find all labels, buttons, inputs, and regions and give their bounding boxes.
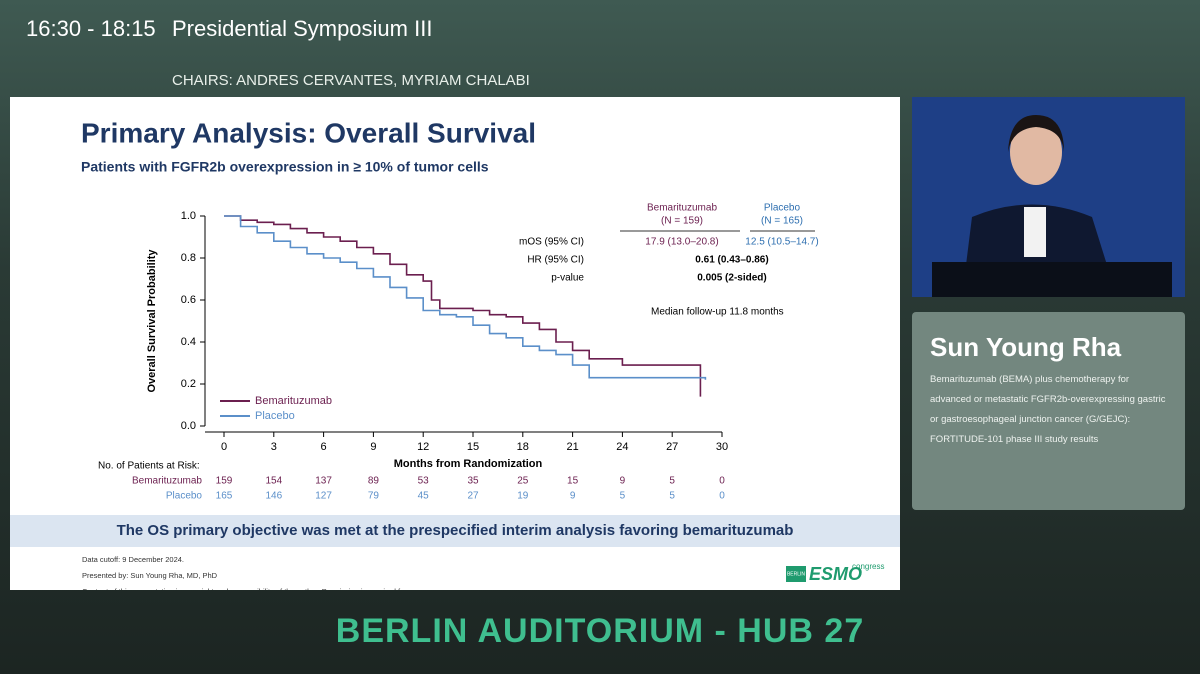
survival-curve: [224, 215, 707, 380]
y-tick-label: 0.4: [181, 336, 196, 348]
stats-value: 17.9 (13.0–20.8): [645, 237, 718, 248]
stats-value: 0.005 (2-sided): [697, 273, 766, 284]
footnote: Content of this presentation is copyrigh…: [82, 587, 432, 590]
x-tick-label: 9: [370, 441, 376, 453]
footnote: Data cutoff: 9 December 2024.: [82, 555, 184, 564]
logo-brand: ESMO: [809, 564, 862, 584]
risk-count: 0: [719, 476, 725, 487]
face: [1010, 119, 1062, 185]
stats-header: Bemarituzumab: [647, 203, 717, 214]
risk-count: 19: [517, 491, 529, 502]
slide-subtitle: Patients with FGFR2b overexpression in ≥…: [81, 159, 489, 175]
stats-label: p-value: [551, 273, 584, 284]
logo-box: [786, 566, 806, 582]
footnote: Presented by: Sun Young Rha, MD, PhD: [82, 571, 218, 580]
y-tick-label: 0.6: [181, 294, 196, 306]
risk-count: 45: [418, 491, 430, 502]
legend-label: Bemarituzumab: [255, 395, 332, 407]
risk-count: 5: [669, 491, 675, 502]
speaker-name: Sun Young Rha: [930, 332, 1122, 362]
logo-city: BERLIN: [787, 571, 805, 577]
y-axis-label: Overall Survival Probability: [146, 249, 158, 393]
stats-header: (N = 165): [761, 216, 803, 227]
risk-count: 159: [216, 476, 233, 487]
risk-count: 25: [517, 476, 529, 487]
x-tick-label: 15: [467, 441, 479, 453]
risk-row-label: Bemarituzumab: [132, 476, 202, 487]
stats-value: 12.5 (10.5–14.7): [745, 237, 818, 248]
y-tick-label: 0.0: [181, 420, 196, 432]
video-scene: [912, 97, 1185, 297]
stats-value: 0.61 (0.43–0.86): [695, 255, 768, 266]
stats-label: mOS (95% CI): [519, 237, 584, 248]
risk-count: 53: [418, 476, 430, 487]
follow-up: Median follow-up 11.8 months: [651, 307, 784, 318]
podium: [932, 262, 1172, 297]
talk-title: Bemarituzumab (BEMA) plus chemotherapy f…: [930, 374, 1166, 445]
slide-canvas: Primary Analysis: Overall Survival Patien…: [10, 117, 900, 596]
risk-count: 79: [368, 491, 380, 502]
risk-title: No. of Patients at Risk:: [98, 461, 200, 472]
x-tick-label: 27: [666, 441, 678, 453]
slide: Primary Analysis: Overall Survival Patien…: [10, 97, 900, 596]
y-tick-label: 0.8: [181, 252, 196, 264]
y-tick-label: 0.2: [181, 378, 196, 390]
risk-count: 15: [567, 476, 579, 487]
chairs: CHAIRS: ANDRES CERVANTES, MYRIAM CHALABI: [172, 72, 530, 89]
shirt: [1024, 207, 1046, 257]
risk-count: 5: [669, 476, 675, 487]
risk-count: 165: [216, 491, 233, 502]
risk-row-label: Placebo: [166, 491, 203, 502]
risk-count: 137: [315, 476, 332, 487]
x-tick-label: 30: [716, 441, 728, 453]
survival-curve: [224, 215, 702, 397]
conclusion-bar: [10, 515, 900, 547]
x-tick-label: 3: [271, 441, 277, 453]
x-tick-label: 0: [221, 441, 227, 453]
hair: [1008, 115, 1064, 152]
risk-count: 9: [570, 491, 576, 502]
risk-count: 35: [467, 476, 479, 487]
speaker-card: Sun Young Rha Bemarituzumab (BEMA) plus …: [912, 312, 1185, 510]
session-title: Presidential Symposium III: [172, 16, 433, 41]
x-tick-label: 24: [616, 441, 628, 453]
logo-suffix: congress: [852, 562, 884, 571]
slide-title: Primary Analysis: Overall Survival: [81, 117, 536, 148]
x-tick-label: 6: [321, 441, 327, 453]
legend-label: Placebo: [255, 410, 295, 422]
risk-count: 89: [368, 476, 380, 487]
risk-count: 127: [315, 491, 332, 502]
x-tick-label: 18: [517, 441, 529, 453]
risk-count: 9: [620, 476, 626, 487]
stats-label: HR (95% CI): [527, 255, 584, 266]
x-axis-label: Months from Randomization: [394, 458, 543, 470]
stats-header: Placebo: [764, 203, 801, 214]
stats-header: (N = 159): [661, 216, 703, 227]
risk-count: 5: [620, 491, 626, 502]
x-tick-label: 12: [417, 441, 429, 453]
location: BERLIN AUDITORIUM - HUB 27: [335, 612, 865, 650]
risk-count: 27: [467, 491, 479, 502]
x-tick-label: 21: [566, 441, 578, 453]
risk-count: 0: [719, 491, 725, 502]
risk-count: 146: [265, 491, 282, 502]
conclusion: The OS primary objective was met at the …: [117, 522, 794, 539]
y-tick-label: 1.0: [181, 210, 196, 222]
speaker-video: [912, 97, 1185, 297]
risk-count: 154: [265, 476, 282, 487]
session-time: 16:30 - 18:15: [26, 16, 156, 41]
